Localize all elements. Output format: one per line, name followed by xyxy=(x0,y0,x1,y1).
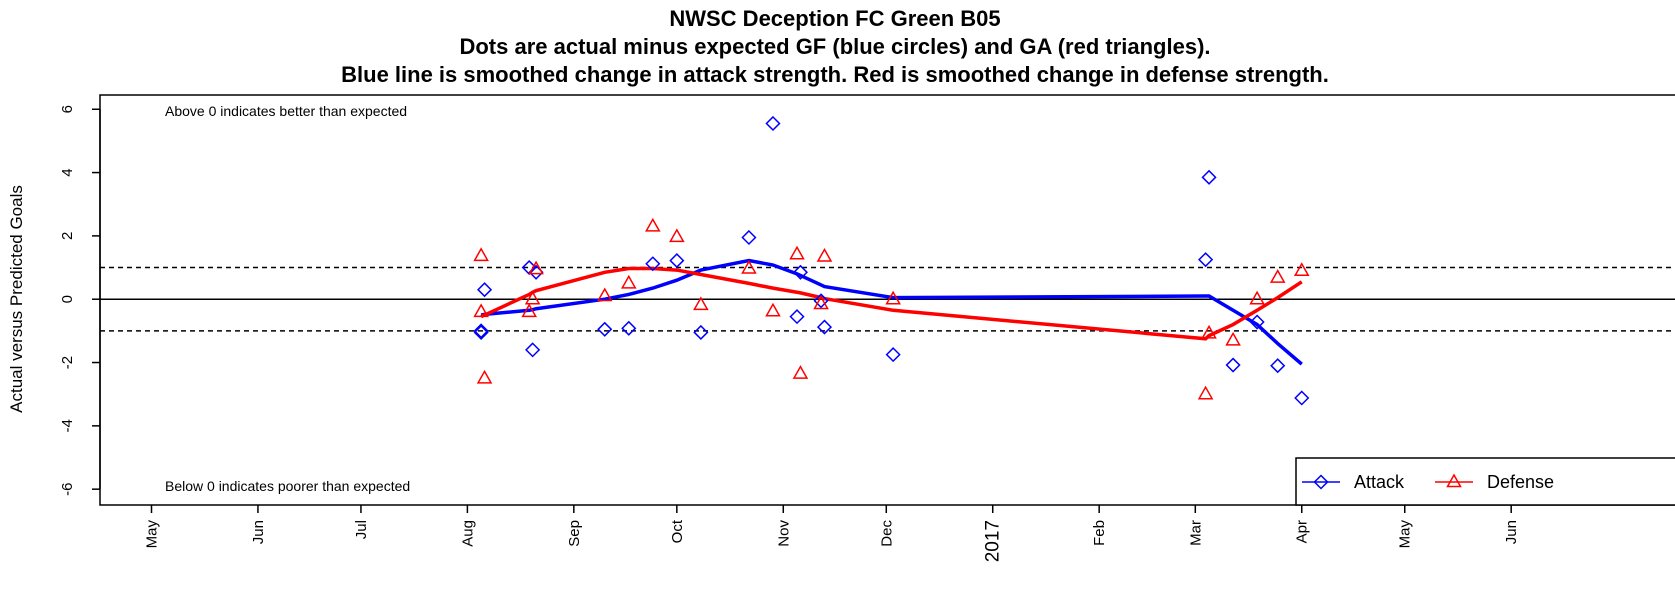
legend-label: Defense xyxy=(1487,472,1554,492)
x-tick-label: Jun xyxy=(250,520,267,544)
x-tick-label: Dec xyxy=(878,520,895,547)
point xyxy=(1249,290,1265,305)
point xyxy=(473,323,489,339)
point xyxy=(885,347,901,363)
point xyxy=(792,264,809,280)
chart-subtitle: Dots are actual minus expected GF (blue … xyxy=(459,34,1210,59)
x-tick-label: Mar xyxy=(1187,520,1204,546)
y-tick-label: -2 xyxy=(59,356,76,369)
point xyxy=(597,321,613,337)
annotation: Below 0 indicates poorer than expected xyxy=(165,478,410,494)
smoothed-line xyxy=(480,258,1303,366)
point xyxy=(813,293,829,309)
y-tick-label: -4 xyxy=(59,419,76,432)
point xyxy=(813,295,829,310)
point xyxy=(473,303,489,318)
point xyxy=(816,319,833,335)
point xyxy=(669,228,685,243)
point xyxy=(789,245,805,260)
point xyxy=(792,365,809,379)
y-tick-label: 2 xyxy=(59,232,76,240)
point xyxy=(473,324,489,341)
plot-frame xyxy=(99,94,1675,506)
point xyxy=(1201,324,1217,339)
point xyxy=(1225,331,1241,346)
chart-title: NWSC Deception FC Green B05 xyxy=(669,6,1000,31)
point xyxy=(1270,358,1286,374)
point xyxy=(1197,385,1214,400)
y-tick-label: 4 xyxy=(59,168,76,176)
point xyxy=(621,320,637,336)
point xyxy=(669,253,685,269)
x-tick-label: Oct xyxy=(669,519,686,543)
point xyxy=(528,260,544,275)
point xyxy=(476,369,493,384)
annotation: Above 0 indicates better than expected xyxy=(165,103,407,119)
x-tick-label: Feb xyxy=(1091,520,1108,546)
point xyxy=(741,259,757,274)
point xyxy=(789,309,805,325)
x-tick-label: May xyxy=(1397,520,1414,549)
point xyxy=(645,217,661,232)
chart-subtitle: Blue line is smoothed change in attack s… xyxy=(341,62,1329,87)
point xyxy=(473,247,489,262)
legend-box xyxy=(1295,457,1675,506)
y-tick-label: -6 xyxy=(59,482,76,495)
point xyxy=(1269,269,1286,283)
y-tick-label: 6 xyxy=(59,105,76,113)
point xyxy=(620,274,637,289)
x-tick-label: Jun xyxy=(1503,520,1520,544)
point xyxy=(476,282,493,298)
point xyxy=(1198,252,1214,268)
x-tick-label: Apr xyxy=(1294,520,1311,543)
legend-marker xyxy=(1446,473,1462,488)
point xyxy=(524,290,541,305)
point xyxy=(1201,169,1217,185)
legend-label: Attack xyxy=(1354,472,1405,492)
point xyxy=(693,324,709,341)
point xyxy=(765,115,781,132)
point xyxy=(596,287,613,302)
point xyxy=(1293,262,1310,276)
point xyxy=(1225,357,1241,373)
point xyxy=(645,256,661,272)
x-tick-label: Aug xyxy=(459,520,476,547)
x-tick-label: Sep xyxy=(566,520,583,547)
point xyxy=(741,229,757,246)
y-tick-label: 0 xyxy=(59,295,76,303)
x-tick-label: May xyxy=(144,520,161,549)
point xyxy=(1249,314,1265,330)
point xyxy=(816,247,833,262)
point xyxy=(693,296,709,311)
point xyxy=(521,303,537,318)
x-tick-label: Jul xyxy=(353,520,370,539)
point xyxy=(1294,390,1310,406)
smoothed-line xyxy=(480,266,1303,341)
y-axis-label: Actual versus Predicted Goals xyxy=(7,185,26,413)
legend-marker xyxy=(1313,474,1329,490)
point xyxy=(765,302,781,317)
point xyxy=(525,342,541,358)
point xyxy=(885,290,901,305)
x-tick-label: 2017 xyxy=(983,520,1004,562)
x-tick-label: Nov xyxy=(775,520,792,547)
